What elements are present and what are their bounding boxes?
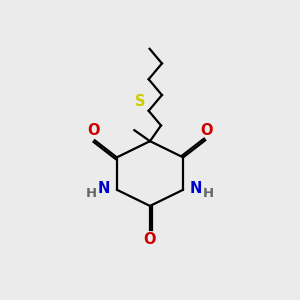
Text: N: N: [190, 182, 202, 196]
Text: S: S: [135, 94, 145, 110]
Text: O: O: [200, 123, 213, 138]
Text: O: O: [144, 232, 156, 247]
Text: H: H: [203, 187, 214, 200]
Text: N: N: [98, 182, 110, 196]
Text: H: H: [86, 187, 97, 200]
Text: O: O: [87, 123, 100, 138]
